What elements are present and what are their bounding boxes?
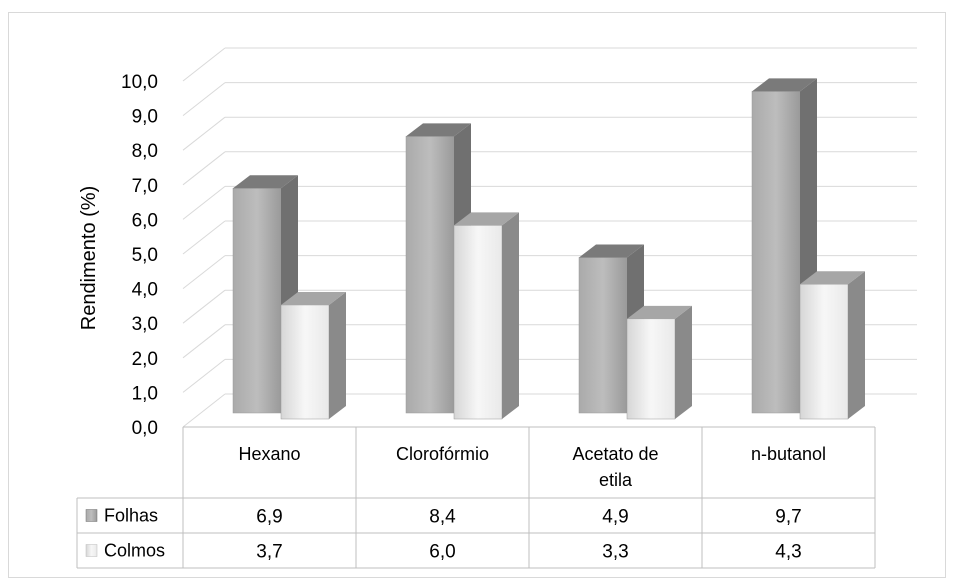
gridline-side [182, 255, 226, 289]
x-category-label: Acetato de [572, 444, 658, 464]
y-tick-label: 6,0 [132, 210, 158, 231]
gridline-side [182, 82, 226, 116]
y-tick-label: 2,0 [132, 349, 158, 370]
y-tick-label: 3,0 [132, 314, 158, 335]
data-table-cell: 8,4 [429, 507, 456, 528]
gridline-side [182, 47, 226, 82]
bar-side [329, 291, 346, 419]
bar-colmos [626, 305, 692, 420]
gridline-side [182, 220, 226, 255]
legend-key-folhas [85, 509, 98, 522]
bar-colmos [799, 271, 865, 420]
bar-side [502, 212, 519, 419]
gridline-side [182, 289, 226, 324]
legend-label: Colmos [104, 541, 165, 561]
data-table-cell: 4,3 [775, 542, 801, 563]
chart-frame [8, 12, 946, 578]
gridline-side [182, 116, 226, 151]
legend-key-colmos [85, 544, 98, 557]
y-axis-label: Rendimento (%) [78, 186, 100, 331]
bar-top [800, 271, 865, 285]
bar-top [627, 305, 692, 319]
legend-label: Folhas [104, 506, 158, 526]
data-table-cell: 6,9 [256, 507, 282, 528]
y-tick-label: 7,0 [132, 176, 158, 197]
bar-colmos [453, 212, 519, 420]
gridline-side [182, 186, 226, 220]
data-table-cell: 3,7 [256, 542, 282, 563]
data-table-cell: 9,7 [775, 507, 801, 528]
bar-top [406, 123, 471, 137]
y-tick-label: 4,0 [132, 280, 158, 301]
x-category-label: n-butanol [751, 444, 826, 464]
y-tick-label: 5,0 [132, 245, 158, 266]
y-tick-label: 10,0 [121, 72, 158, 93]
x-category-label: Hexano [238, 444, 300, 464]
gridline-side [182, 324, 226, 359]
bar-front [578, 257, 628, 414]
bar-top [281, 291, 346, 305]
bar-front [405, 136, 455, 414]
bar-top [752, 78, 817, 92]
bar-top [579, 244, 644, 258]
y-tick-label: 9,0 [132, 107, 158, 128]
x-category-label: etila [599, 470, 633, 490]
bar-colmos [280, 291, 346, 420]
y-tick-label: 0,0 [132, 418, 158, 439]
gridline-side [182, 393, 226, 428]
y-tick-label: 8,0 [132, 141, 158, 162]
data-table-cell: 6,0 [429, 542, 455, 563]
data-table-cell: 4,9 [602, 507, 628, 528]
data-table-cell: 3,3 [602, 542, 628, 563]
gridline-side [182, 151, 226, 186]
y-tick-label: 1,0 [132, 383, 158, 404]
x-category-label: Clorofórmio [396, 444, 489, 464]
bar-front [280, 304, 330, 420]
bar-front [799, 283, 849, 420]
bar-front [232, 188, 282, 414]
bar-front [751, 91, 801, 414]
bar-front [453, 225, 503, 420]
bar-side [675, 305, 692, 419]
bar-side [848, 271, 865, 419]
bar-top [233, 175, 298, 189]
gridline-side [182, 359, 226, 393]
bar-top [454, 212, 519, 226]
bar-front [626, 318, 676, 420]
